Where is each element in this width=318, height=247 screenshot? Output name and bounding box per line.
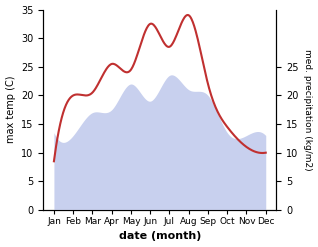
X-axis label: date (month): date (month) [119, 231, 201, 242]
Y-axis label: med. precipitation (kg/m2): med. precipitation (kg/m2) [303, 49, 313, 171]
Y-axis label: max temp (C): max temp (C) [5, 76, 16, 144]
